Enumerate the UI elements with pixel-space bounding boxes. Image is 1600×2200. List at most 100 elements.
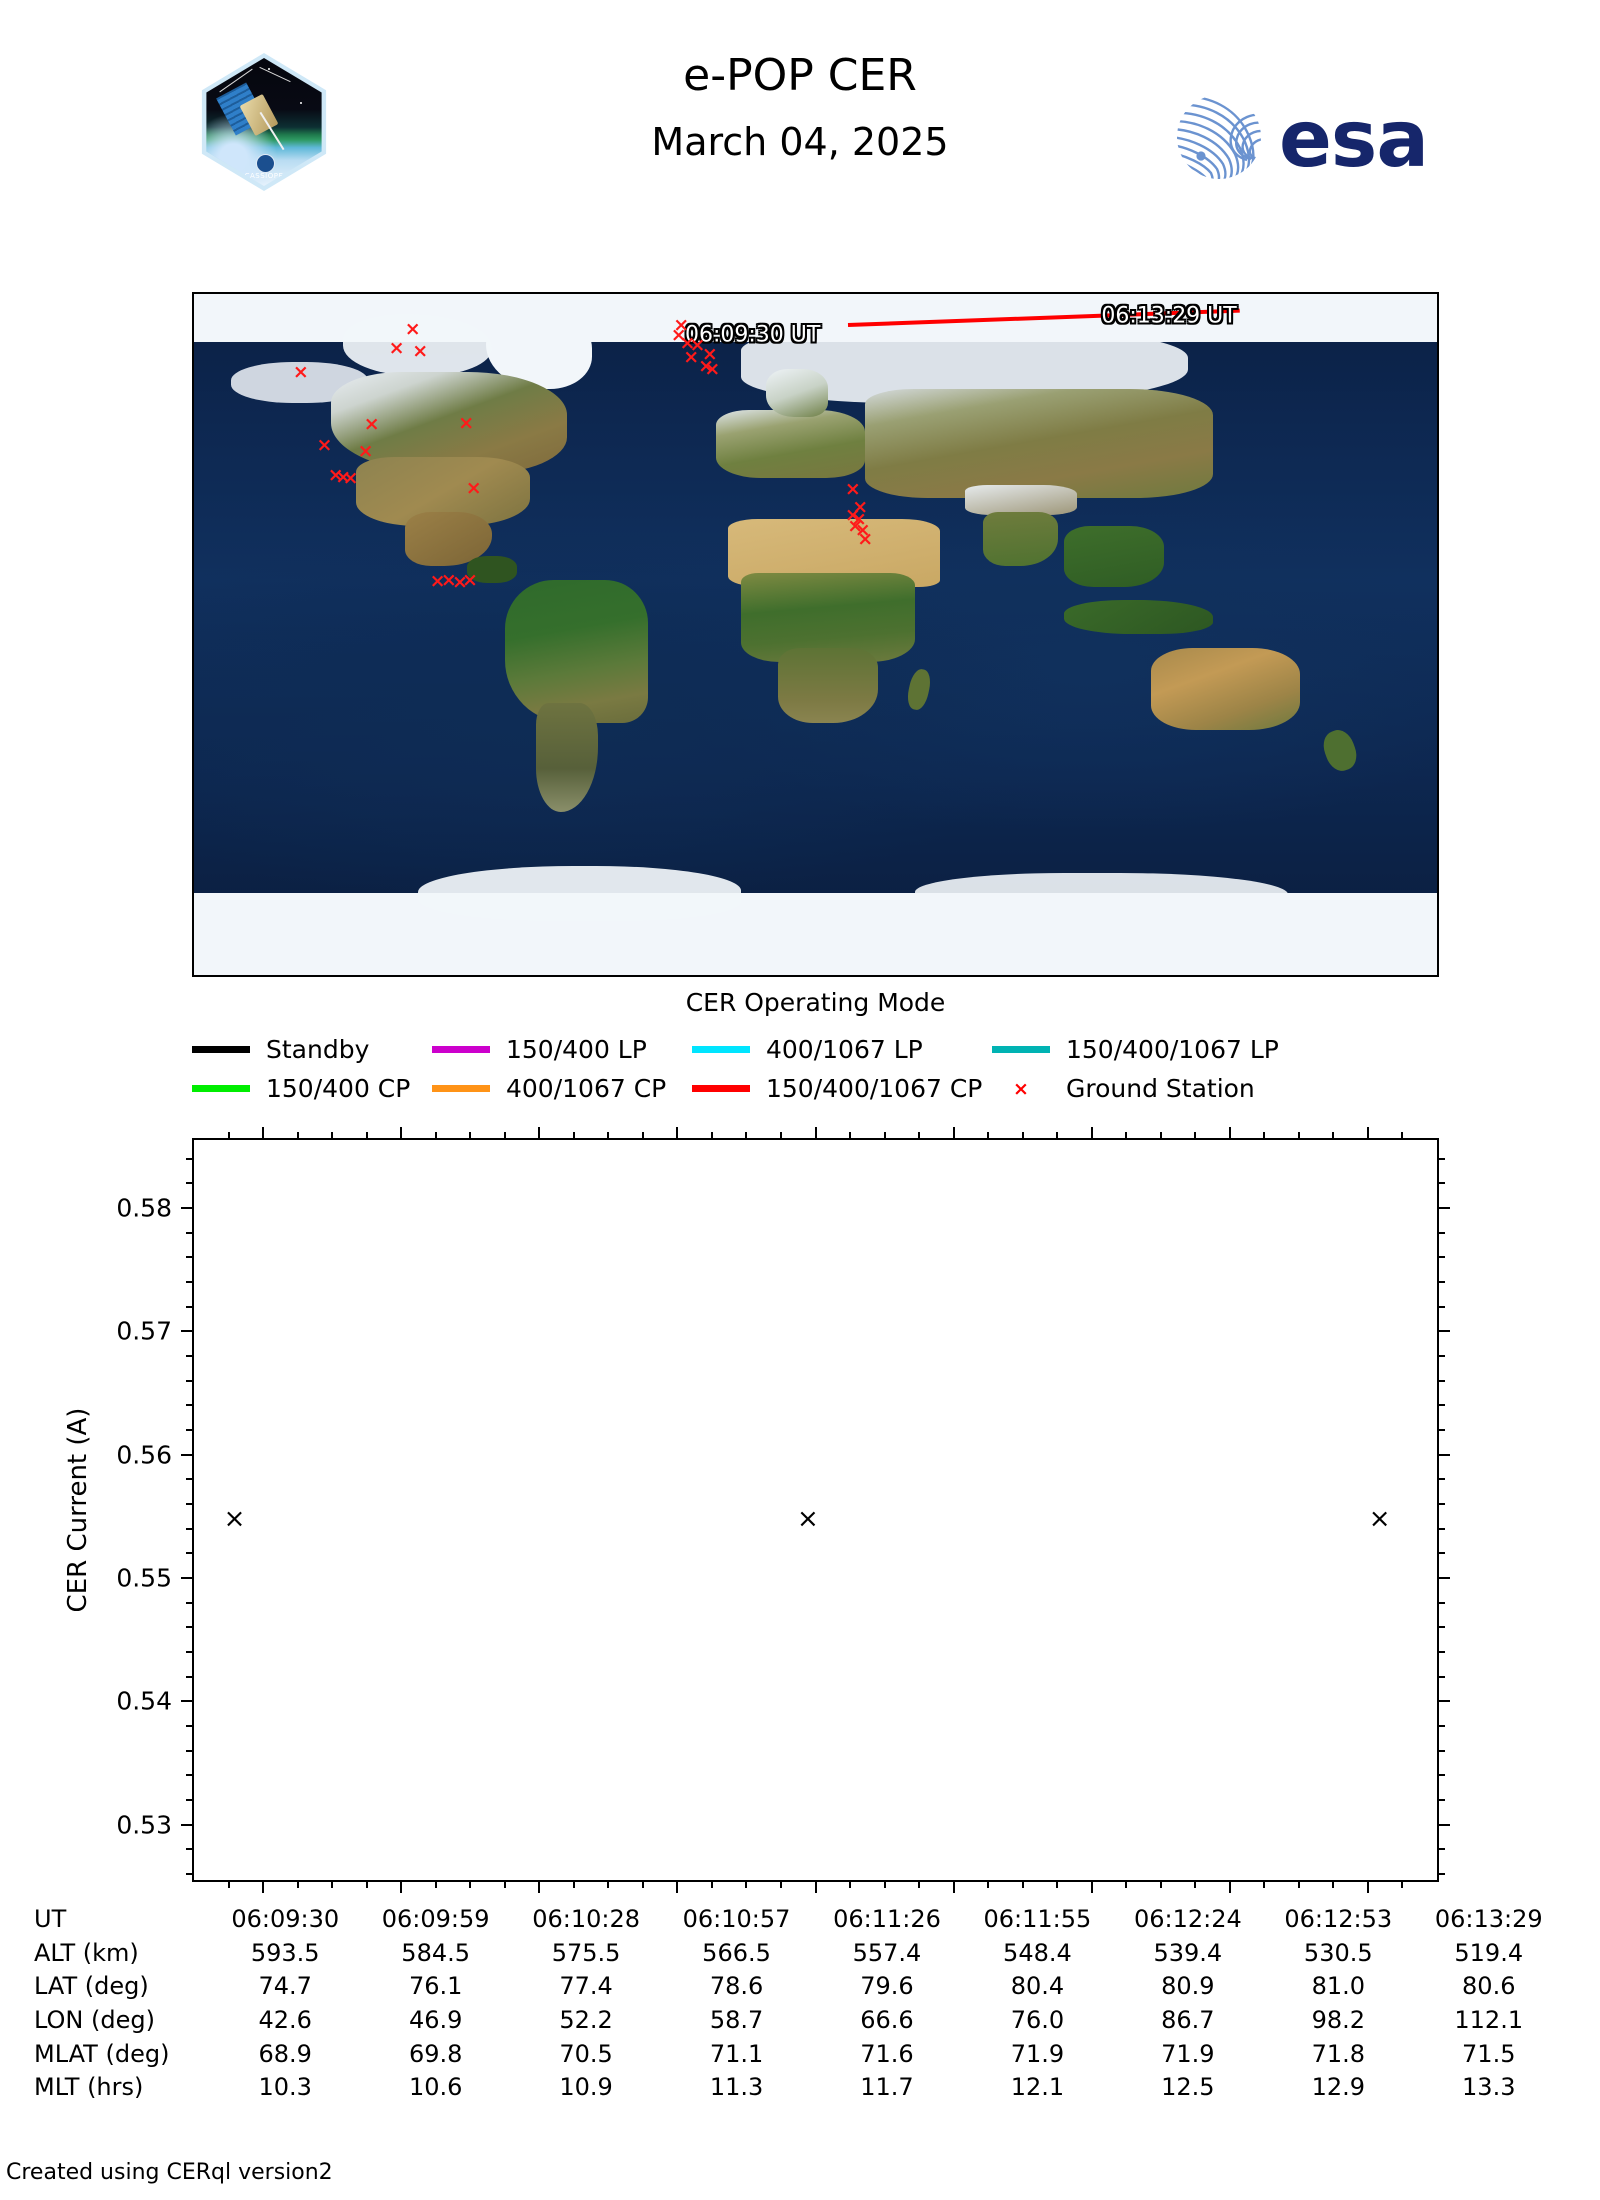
table-row-header: UT bbox=[34, 1905, 67, 1933]
y-axis-minor-tick bbox=[1437, 1478, 1445, 1481]
y-axis-tick bbox=[1437, 1330, 1450, 1333]
x-axis-minor-tick bbox=[572, 1880, 575, 1888]
table-cell: 80.6 bbox=[1462, 1972, 1516, 2001]
x-axis-tick bbox=[538, 1880, 541, 1893]
legend-item-400-1067-lp[interactable]: 400/1067 LP bbox=[692, 1035, 992, 1064]
x-axis-minor-tick bbox=[710, 1880, 713, 1888]
x-axis-minor-tick bbox=[1297, 1880, 1300, 1888]
table-cell: 66.6 bbox=[860, 2006, 914, 2035]
legend-item-150-400-1067-lp[interactable]: 150/400/1067 LP bbox=[992, 1035, 1279, 1064]
x-axis-minor-tick bbox=[987, 1132, 990, 1140]
table-cell: 81.0 bbox=[1311, 1972, 1365, 2001]
table-cell: 12.9 bbox=[1311, 2073, 1365, 2102]
x-axis-minor-tick bbox=[883, 1880, 886, 1888]
map-australia bbox=[1151, 648, 1301, 730]
x-axis-minor-tick bbox=[1332, 1880, 1335, 1888]
legend-item-400-1067-cp[interactable]: 400/1067 CP bbox=[432, 1074, 692, 1103]
x-axis-minor-tick bbox=[469, 1880, 472, 1888]
table-cell: 71.9 bbox=[1161, 2039, 1215, 2068]
table-cell: 71.6 bbox=[860, 2039, 914, 2068]
table-cell: 06:10:57 bbox=[682, 1905, 791, 1933]
y-axis-tick bbox=[181, 1330, 194, 1333]
table-row: LON (deg) 42.6 46.9 52.2 58.7 66.6 76.0 86.7 98.… bbox=[34, 2004, 1564, 2038]
x-axis-minor-tick bbox=[1194, 1132, 1197, 1140]
table-cell: 06:13:29 bbox=[1434, 1905, 1543, 1933]
table-cell: 557.4 bbox=[852, 1938, 922, 1967]
y-axis-minor-tick bbox=[186, 1650, 194, 1653]
y-axis-minor-tick bbox=[186, 1601, 194, 1604]
y-axis-tick bbox=[1437, 1700, 1450, 1703]
table-cell: 11.3 bbox=[709, 2073, 764, 2102]
title-block: e-POP CER March 04, 2025 bbox=[400, 50, 1200, 164]
table-row-header: ALT (km) bbox=[34, 1938, 139, 1967]
legend-swatch-150-400-lp bbox=[432, 1046, 490, 1053]
x-axis-minor-tick bbox=[1263, 1132, 1266, 1140]
y-axis-minor-tick bbox=[1437, 1280, 1445, 1283]
y-axis-minor-tick bbox=[1437, 1724, 1445, 1727]
table-row: UT 06:09:30 06:09:59 06:10:28 06:10:57 06:11:… bbox=[34, 1903, 1564, 1937]
mission-logo-caption: CASSIOPE bbox=[244, 172, 284, 180]
legend-title: CER Operating Mode bbox=[685, 988, 946, 1017]
table-row-header: MLT (hrs) bbox=[34, 2073, 144, 2102]
map-antarctic-peninsula-ice bbox=[417, 866, 741, 921]
table-cell: 70.5 bbox=[559, 2039, 613, 2068]
x-axis-minor-tick bbox=[469, 1132, 472, 1140]
table-cell: 71.9 bbox=[1010, 2039, 1065, 2068]
legend-item-standby[interactable]: Standby bbox=[192, 1035, 432, 1064]
y-axis-tick-label: 0.54 bbox=[116, 1686, 172, 1716]
y-axis-minor-tick bbox=[1437, 1675, 1445, 1678]
legend-row: Standby 150/400 LP 400/1067 LP 150/400/1… bbox=[192, 1035, 1439, 1064]
legend-item-150-400-cp[interactable]: 150/400 CP bbox=[192, 1074, 432, 1103]
table-cell: 10.9 bbox=[559, 2073, 613, 2102]
y-axis-tick bbox=[181, 1700, 194, 1703]
table-cell: 12.5 bbox=[1161, 2073, 1215, 2102]
y-axis-tick-label: 0.53 bbox=[116, 1810, 172, 1839]
y-axis-minor-tick bbox=[1437, 1354, 1445, 1357]
x-axis-minor-tick bbox=[572, 1132, 575, 1140]
map-start-time-label: 06:09:30 UT bbox=[684, 322, 821, 348]
y-axis-minor-tick bbox=[1437, 1650, 1445, 1653]
world-map-panel[interactable]: 06:09:30 UT 06:13:29 UT × × × × × × × × × × × × × × × ×… bbox=[192, 292, 1439, 977]
footer-note: Created using CERql version2 bbox=[6, 2160, 333, 2185]
cer-current-plot[interactable]: 0.53 0.54 0.55 0.56 0.57 0.58 × × × bbox=[116, 1127, 1450, 1893]
x-axis-minor-tick bbox=[296, 1880, 299, 1888]
legend-item-150-400-lp[interactable]: 150/400 LP bbox=[432, 1035, 692, 1064]
table-cell: 74.7 bbox=[258, 1972, 312, 2001]
table-cell: 11.7 bbox=[860, 2073, 914, 2102]
legend-label: Standby bbox=[266, 1035, 370, 1064]
x-axis-tick bbox=[1366, 1880, 1369, 1893]
legend-swatch-400-1067-cp bbox=[432, 1085, 490, 1092]
y-axis-minor-tick bbox=[1437, 1774, 1445, 1777]
x-axis-minor-tick bbox=[641, 1132, 644, 1140]
legend-row: 150/400 CP 400/1067 CP 150/400/1067 CP ×… bbox=[192, 1074, 1439, 1103]
x-axis-minor-tick bbox=[745, 1880, 748, 1888]
legend-item-ground-station[interactable]: × Ground Station bbox=[992, 1074, 1255, 1103]
y-axis-minor-tick bbox=[1437, 1182, 1445, 1185]
y-axis-minor-tick bbox=[1437, 1157, 1445, 1160]
x-axis-minor-tick bbox=[1056, 1132, 1059, 1140]
y-axis-tick-label: 0.58 bbox=[116, 1193, 172, 1223]
table-cell: 06:09:59 bbox=[381, 1905, 490, 1933]
table-cell: 78.6 bbox=[709, 1972, 764, 2001]
x-axis-tick bbox=[400, 1880, 403, 1893]
y-axis-minor-tick bbox=[1437, 1379, 1445, 1382]
y-axis-tick bbox=[1437, 1823, 1450, 1826]
table-cell: 98.2 bbox=[1311, 2006, 1365, 2035]
y-axis-tick bbox=[1437, 1576, 1450, 1579]
y-axis-minor-tick bbox=[1437, 1626, 1445, 1629]
x-axis-minor-tick bbox=[1332, 1132, 1335, 1140]
x-axis-minor-tick bbox=[1159, 1880, 1162, 1888]
page-title: e-POP CER bbox=[683, 50, 917, 101]
data-point-marker: × bbox=[223, 1503, 246, 1534]
esa-logo: esa bbox=[1175, 92, 1465, 182]
legend-item-150-400-1067-cp[interactable]: 150/400/1067 CP bbox=[692, 1074, 992, 1103]
y-axis-minor-tick bbox=[186, 1872, 194, 1875]
y-axis-tick bbox=[1437, 1453, 1450, 1456]
map-himalaya bbox=[964, 484, 1077, 516]
cassiope-badge-icon bbox=[256, 154, 275, 173]
y-axis-tick-label: 0.56 bbox=[116, 1440, 172, 1469]
y-axis-minor-tick bbox=[1437, 1305, 1445, 1308]
x-axis-minor-tick bbox=[779, 1132, 782, 1140]
x-axis-minor-tick bbox=[331, 1880, 334, 1888]
x-axis-minor-tick bbox=[227, 1880, 230, 1888]
